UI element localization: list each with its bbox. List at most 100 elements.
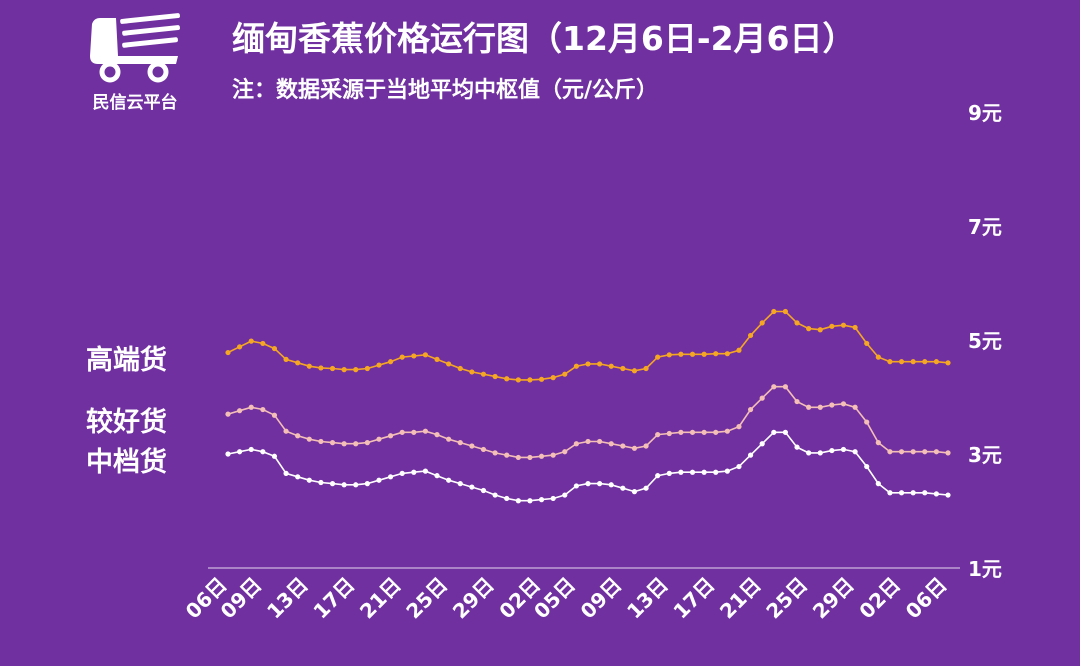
data-point xyxy=(840,401,847,407)
data-point xyxy=(620,443,626,449)
data-point xyxy=(597,481,603,487)
data-point xyxy=(701,351,707,357)
series-label-mid: 中档货 xyxy=(86,447,167,478)
data-point xyxy=(387,433,394,439)
data-point xyxy=(585,438,591,445)
data-point xyxy=(794,320,800,326)
y-tick-label: 9元 xyxy=(968,101,1002,125)
data-point xyxy=(387,359,394,365)
data-point xyxy=(329,481,336,487)
data-point xyxy=(515,454,521,461)
data-point xyxy=(353,367,359,373)
data-point xyxy=(573,363,579,369)
data-point xyxy=(608,482,614,488)
data-point xyxy=(933,491,939,497)
data-point xyxy=(922,449,928,455)
data-point xyxy=(875,440,881,446)
data-point xyxy=(271,345,278,352)
data-point xyxy=(399,354,405,360)
data-point xyxy=(747,452,754,458)
x-tick-label: 17日 xyxy=(308,573,359,624)
data-point xyxy=(608,441,614,447)
data-point xyxy=(527,498,533,504)
data-point xyxy=(271,412,278,418)
data-point xyxy=(585,481,591,487)
data-point xyxy=(225,411,231,417)
data-point xyxy=(782,429,789,435)
data-point xyxy=(759,441,765,447)
data-point xyxy=(550,452,556,458)
data-point xyxy=(562,492,568,498)
data-point xyxy=(283,428,289,434)
data-point xyxy=(422,428,429,434)
data-point xyxy=(504,452,510,458)
data-point xyxy=(306,363,312,369)
data-point xyxy=(527,454,533,461)
data-point xyxy=(283,356,289,362)
data-point xyxy=(875,354,881,360)
data-point xyxy=(724,468,730,474)
data-point xyxy=(771,308,777,315)
data-point xyxy=(747,406,754,413)
data-point xyxy=(237,449,243,455)
x-tick-label: 25日 xyxy=(401,573,452,624)
data-point xyxy=(399,470,405,476)
data-point xyxy=(353,482,359,488)
data-point xyxy=(469,369,475,375)
y-tick-label: 7元 xyxy=(968,215,1002,239)
data-point xyxy=(887,359,893,365)
data-point xyxy=(492,373,498,380)
data-point xyxy=(376,362,382,368)
data-point xyxy=(376,477,382,483)
chart-title: 缅甸香蕉价格运行图（12月6日-2月6日） xyxy=(232,19,856,58)
x-tick-label: 29日 xyxy=(808,573,859,624)
data-point xyxy=(573,441,579,447)
y-tick-label: 1元 xyxy=(968,557,1002,581)
x-tick-label: 21日 xyxy=(355,573,406,624)
data-point xyxy=(341,441,347,447)
data-point xyxy=(666,352,672,358)
data-point xyxy=(248,446,254,453)
series-line-0 xyxy=(227,310,949,381)
data-point xyxy=(875,481,881,487)
data-point xyxy=(806,404,812,410)
data-point xyxy=(318,438,324,445)
data-point xyxy=(864,463,870,470)
data-point xyxy=(922,490,928,496)
data-point xyxy=(295,433,301,439)
data-point xyxy=(260,406,266,413)
data-point xyxy=(643,365,649,372)
data-point xyxy=(829,402,835,408)
series-line-1 xyxy=(227,385,949,459)
data-point xyxy=(643,485,649,491)
data-point xyxy=(689,351,696,357)
data-point xyxy=(713,429,719,435)
data-point xyxy=(562,371,568,377)
data-point xyxy=(794,444,800,450)
data-point xyxy=(492,492,498,498)
data-point xyxy=(898,449,905,455)
data-point xyxy=(527,377,533,383)
x-tick-label: 05日 xyxy=(529,573,580,624)
data-point xyxy=(887,490,893,496)
data-point xyxy=(422,352,429,358)
data-point xyxy=(678,469,684,475)
data-point xyxy=(817,327,823,333)
data-point xyxy=(689,469,696,475)
x-tick-label: 29日 xyxy=(448,573,499,624)
data-point xyxy=(689,429,696,435)
x-tick-label: 25日 xyxy=(761,573,812,624)
data-point xyxy=(898,490,905,496)
data-point xyxy=(480,371,487,377)
data-point xyxy=(480,446,487,453)
data-point xyxy=(631,368,638,374)
data-point xyxy=(515,377,521,383)
data-point xyxy=(713,469,719,475)
data-point xyxy=(713,351,719,357)
data-point xyxy=(550,375,556,381)
data-point xyxy=(573,483,579,489)
data-point xyxy=(736,347,742,353)
data-point xyxy=(480,487,487,494)
data-point xyxy=(887,449,893,455)
